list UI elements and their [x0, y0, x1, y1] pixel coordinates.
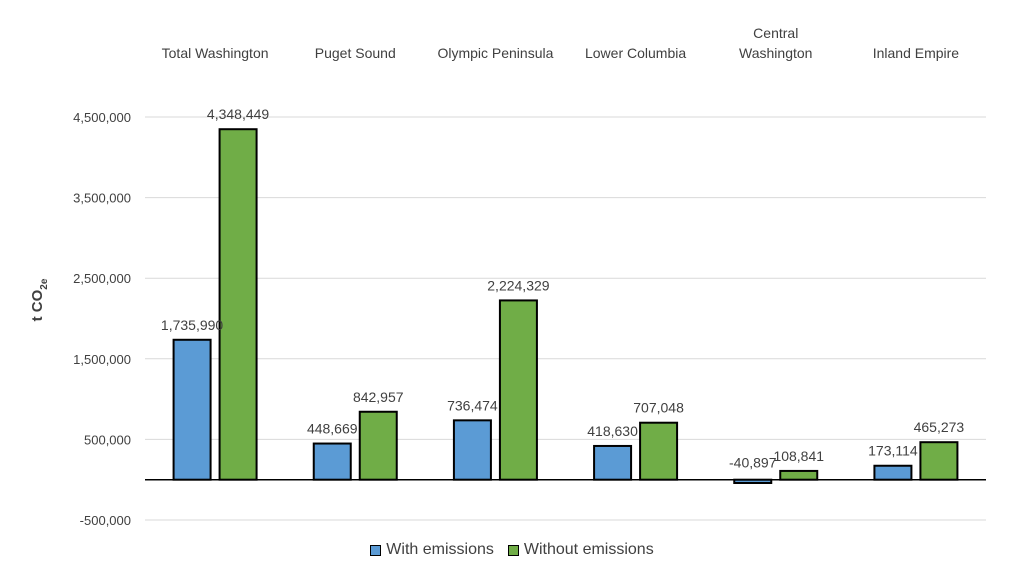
- gridlines: [145, 116, 986, 521]
- data-label: 448,669: [307, 421, 358, 437]
- category-label: Lower Columbia: [585, 45, 686, 61]
- data-label: 173,114: [868, 443, 918, 459]
- y-tick-label: 4,500,000: [73, 110, 131, 125]
- data-label: 2,224,329: [487, 277, 549, 293]
- bar-with-emissions: [312, 442, 352, 481]
- category-label: Puget Sound: [315, 45, 396, 61]
- legend-label-with-emissions: With emissions: [386, 541, 494, 558]
- legend-item-with-emissions: With emissions: [370, 541, 494, 559]
- y-tick-label: 1,500,000: [73, 352, 131, 367]
- bar-without-emissions: [919, 441, 959, 481]
- legend-label-without-emissions: Without emissions: [523, 541, 654, 558]
- bar-with-emissions: [593, 444, 633, 481]
- bar-without-emissions: [218, 128, 258, 481]
- legend-item-without-emissions: Without emissions: [507, 541, 654, 559]
- category-labels: Total Washington Puget Sound Olympic Penin…: [162, 25, 960, 61]
- bars: [172, 128, 959, 484]
- y-tick-label: 3,500,000: [73, 191, 131, 206]
- y-tick-label: 500,000: [84, 432, 131, 447]
- bar-without-emissions: [498, 299, 538, 481]
- data-label: 842,957: [353, 389, 404, 405]
- category-label: Central Washington: [739, 25, 812, 61]
- data-label: 707,048: [633, 400, 684, 416]
- data-label: 418,630: [587, 423, 638, 439]
- bar-with-emissions: [172, 338, 212, 481]
- bar-with-emissions: [873, 464, 913, 481]
- bar-without-emissions: [639, 421, 679, 481]
- y-axis-label: t CO2e: [29, 278, 50, 321]
- bar-without-emissions: [358, 410, 398, 481]
- data-label: 108,841: [773, 448, 824, 464]
- data-label: -40,897: [729, 455, 777, 471]
- data-labels: 1,735,990 4,348,449 448,669 842,957 736,474 2…: [161, 106, 964, 470]
- bar-chart: -500,000 500,000 1,500,000 2,500,000 3,500,0…: [29, 25, 986, 528]
- y-axis-tick-labels: -500,000 500,000 1,500,000 2,500,000 3,500,0…: [73, 110, 131, 528]
- data-label: 736,474: [447, 397, 498, 413]
- category-label: Inland Empire: [873, 45, 960, 61]
- category-label: Total Washington: [162, 45, 269, 61]
- data-label: 1,735,990: [161, 317, 223, 333]
- bar-without-emissions: [779, 469, 819, 481]
- legend-swatch-with-emissions: [370, 544, 382, 556]
- bar-with-emissions: [452, 419, 492, 481]
- data-label: 465,273: [914, 419, 965, 435]
- y-tick-label: -500,000: [80, 513, 131, 528]
- category-label: Olympic Peninsula: [437, 45, 553, 61]
- legend-swatch-without-emissions: [507, 544, 519, 556]
- y-tick-label: 2,500,000: [73, 271, 131, 286]
- legend: With emissions Without emissions: [0, 541, 1024, 559]
- data-label: 4,348,449: [207, 106, 269, 122]
